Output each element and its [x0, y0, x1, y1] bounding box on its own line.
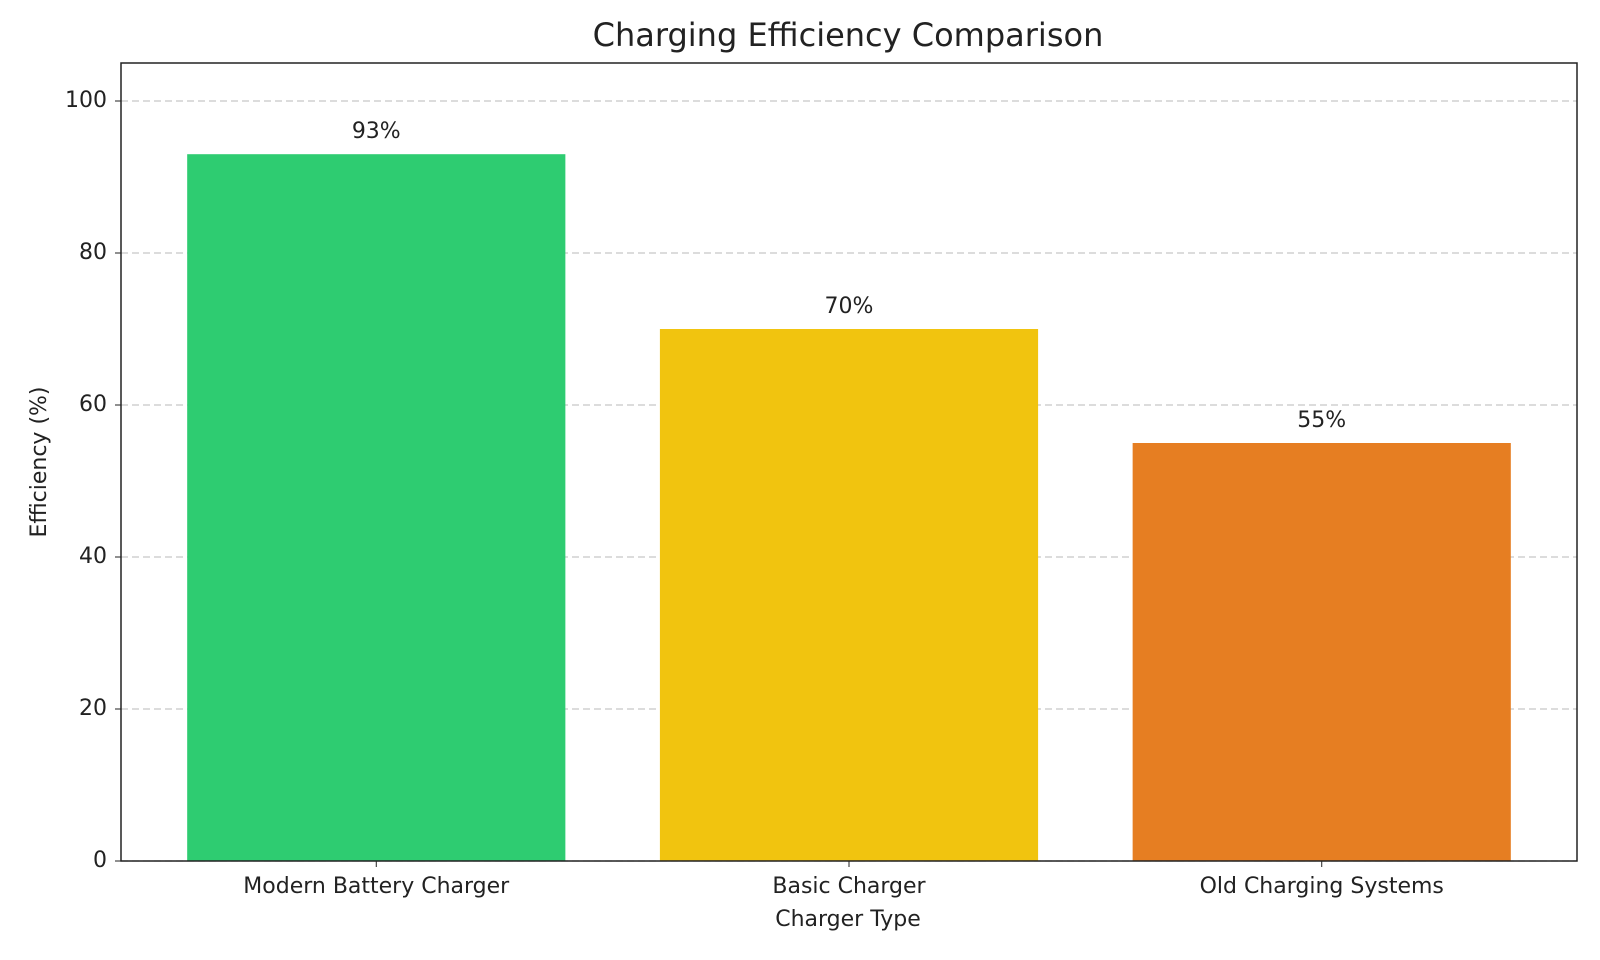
- y-tick-label: 40: [79, 544, 107, 569]
- x-axis-label: Charger Type: [775, 907, 921, 932]
- bar: [1132, 443, 1511, 861]
- x-tick-label: Modern Battery Charger: [243, 874, 510, 899]
- x-tick-label: Old Charging Systems: [1200, 874, 1444, 899]
- plot-frame: [120, 62, 1578, 862]
- y-tick-label: 100: [65, 88, 107, 113]
- value-label: 93%: [352, 119, 401, 144]
- y-tick-label: 80: [79, 240, 107, 265]
- value-label: 70%: [825, 294, 874, 319]
- y-tick-label: 60: [79, 392, 107, 417]
- x-tick-label: Basic Charger: [772, 874, 926, 899]
- bar: [187, 154, 566, 861]
- y-tick-label: 0: [93, 848, 107, 873]
- bar: [659, 329, 1039, 861]
- value-label: 55%: [1297, 408, 1346, 433]
- y-tick-label: 20: [79, 696, 107, 721]
- chart-title: Charging Efficiency Comparison: [593, 16, 1104, 54]
- y-axis-label: Efficiency (%): [27, 386, 52, 537]
